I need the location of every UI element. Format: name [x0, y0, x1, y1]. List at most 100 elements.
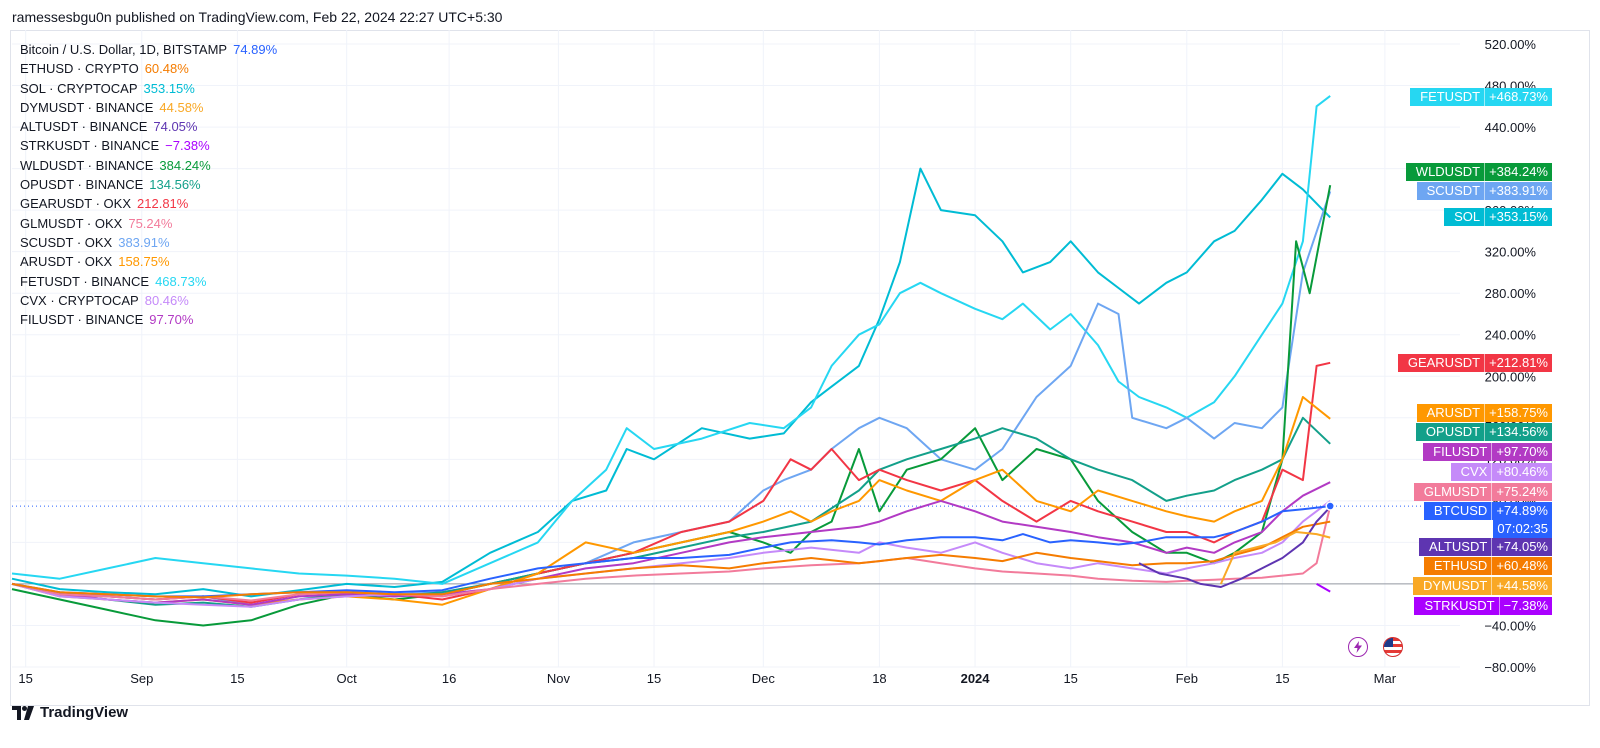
price-tag-arusdt: ARUSDT +158.75% [1416, 403, 1552, 422]
series-line-dymusdt [1219, 531, 1331, 585]
price-tag-altusdt: ALTUSDT +74.05% [1419, 537, 1552, 556]
legend-entry[interactable]: FILUSDT · BINANCE 97.70% [20, 310, 277, 329]
legend-value: 74.05% [153, 119, 198, 135]
tradingview-brand[interactable]: TradingView [12, 704, 128, 721]
legend-entry[interactable]: SCUSDT · OKX 383.91% [20, 233, 277, 252]
price-tag-value: +212.81% [1484, 353, 1552, 372]
legend-entry[interactable]: STRKUSDT · BINANCE −7.38% [20, 136, 277, 155]
price-tag-value: +384.24% [1484, 162, 1552, 181]
price-tag-symbol: DYMUSDT [1413, 577, 1492, 595]
price-tag-scusdt: SCUSDT +383.91% [1416, 182, 1552, 201]
price-tag-countdown: 07:02:35 [1493, 520, 1552, 539]
legend-entry[interactable]: CVX · CRYPTOCAP 80.46% [20, 291, 277, 310]
price-tag-value: +468.73% [1484, 88, 1552, 107]
price-tag-symbol: BTCUSD [1423, 502, 1492, 521]
price-tag-fetusdt: FETUSDT +468.73% [1410, 88, 1552, 107]
legend-value: 468.73% [155, 273, 207, 289]
series-line-glmusdt [11, 505, 1332, 602]
price-tag-value: +80.46% [1491, 462, 1552, 481]
x-tick-label: Dec [752, 671, 776, 686]
y-tick-label: 280.00% [1485, 286, 1537, 301]
series-line-btcusd [11, 505, 1331, 598]
legend-value: 74.89% [233, 42, 278, 57]
y-tick-label: −40.00% [1484, 618, 1536, 633]
legend-value: 75.24% [128, 215, 173, 231]
legend-entry[interactable]: SOL · CRYPTOCAP 353.15% [20, 79, 277, 98]
price-tag-cvx: CVX +80.46% [1450, 462, 1552, 481]
x-tick-label: 16 [442, 671, 456, 686]
price-tag-value: +97.70% [1491, 443, 1552, 462]
legend-value: 158.75% [118, 254, 170, 270]
x-tick-label: 15 [230, 671, 244, 686]
chart-frame[interactable] [10, 30, 1590, 706]
tradingview-logo-icon [12, 705, 34, 720]
flag-canton [1384, 638, 1393, 647]
legend-entry[interactable]: WLDUSDT · BINANCE 384.24% [20, 156, 277, 175]
series-line-altusdt [1138, 506, 1331, 588]
price-tag-symbol: CVX [1450, 462, 1492, 481]
price-tag-opusdt: OPUSDT +134.56% [1415, 423, 1552, 442]
legend-symbol: ALTUSDT · BINANCE [20, 119, 148, 135]
price-tag-symbol: WLDUSDT [1405, 162, 1485, 181]
x-tick-label: 15 [1063, 671, 1077, 686]
legend-entry[interactable]: DYMUSDT · BINANCE 44.58% [20, 98, 277, 117]
legend-symbol: ARUSDT · OKX [20, 254, 113, 270]
legend-value: 383.91% [118, 234, 170, 250]
x-tick-label: Oct [337, 671, 358, 686]
x-tick-label: Feb [1176, 671, 1198, 686]
x-tick-label: 18 [872, 671, 886, 686]
price-tag-value: +60.48% [1491, 557, 1552, 576]
y-tick-label: 240.00% [1485, 328, 1537, 343]
series-line-wldusdt [11, 185, 1332, 627]
price-tag-value: +75.24% [1491, 482, 1552, 501]
us-flag-icon[interactable] [1383, 637, 1403, 657]
y-tick-label: 200.00% [1485, 369, 1537, 384]
legend-symbol: SCUSDT · OKX [20, 234, 113, 250]
lightning-glyph [1354, 641, 1362, 653]
legend-entry[interactable]: OPUSDT · BINANCE 134.56% [20, 175, 277, 194]
price-tag-value: +158.75% [1484, 403, 1552, 422]
legend-symbol: ETHUSD · CRYPTO [20, 61, 139, 77]
legend-value: 44.58% [159, 99, 204, 115]
legend-entry[interactable]: GLMUSDT · OKX 75.24% [20, 214, 277, 233]
series-line-cvx [11, 500, 1331, 608]
price-tag-value: +74.89% [1491, 502, 1552, 521]
legend-entry[interactable]: Bitcoin / U.S. Dollar, 1D, BITSTAMP 74.89… [20, 40, 277, 59]
series-line-strkusdt [1316, 583, 1331, 593]
legend-symbol: FETUSDT · BINANCE [20, 273, 150, 289]
price-tag-value: +134.56% [1484, 423, 1552, 442]
series-line-filusdt [11, 481, 1331, 606]
price-tag-strkusdt: STRKUSDT −7.38% [1414, 596, 1552, 615]
legend-value: 134.56% [149, 177, 201, 193]
legend-entry[interactable]: ETHUSD · CRYPTO 60.48% [20, 59, 277, 78]
legend-entry[interactable]: GEARUSDT · OKX 212.81% [20, 194, 277, 213]
legend-value: 97.70% [149, 312, 194, 328]
price-tag-symbol: SOL [1444, 208, 1485, 227]
price-tag-wldusdt: WLDUSDT +384.24% [1405, 162, 1552, 181]
chart-legend: Bitcoin / U.S. Dollar, 1D, BITSTAMP 74.89… [20, 40, 277, 329]
price-tag-symbol: ARUSDT [1416, 403, 1485, 422]
price-tag-value: +383.91% [1484, 182, 1552, 201]
legend-symbol: OPUSDT · BINANCE [20, 177, 144, 193]
series-line-ethusd [11, 520, 1331, 599]
legend-value: −7.38% [165, 138, 210, 154]
brand-name: TradingView [40, 704, 129, 721]
series-line-sol [11, 167, 1331, 598]
legend-value: 80.46% [144, 292, 189, 308]
legend-value: 353.15% [143, 80, 195, 96]
y-tick-label: 440.00% [1485, 120, 1537, 135]
price-tag-symbol: GEARUSDT [1397, 353, 1485, 372]
price-tag-symbol: ALTUSDT [1419, 537, 1492, 556]
x-tick-label: Mar [1374, 671, 1397, 686]
legend-entry[interactable]: FETUSDT · BINANCE 468.73% [20, 272, 277, 291]
legend-symbol: WLDUSDT · BINANCE [20, 157, 154, 173]
y-tick-label: 520.00% [1485, 37, 1537, 52]
price-tag-symbol: ETHUSD [1423, 557, 1492, 576]
legend-symbol: FILUSDT · BINANCE [20, 312, 144, 328]
legend-entry[interactable]: ARUSDT · OKX 158.75% [20, 252, 277, 271]
price-tag-btcusd: BTCUSD +74.89% [1423, 502, 1552, 521]
lightning-icon[interactable] [1348, 637, 1368, 657]
y-tick-label: −80.00% [1484, 660, 1536, 675]
legend-value: 60.48% [144, 61, 189, 77]
legend-entry[interactable]: ALTUSDT · BINANCE 74.05% [20, 117, 277, 136]
